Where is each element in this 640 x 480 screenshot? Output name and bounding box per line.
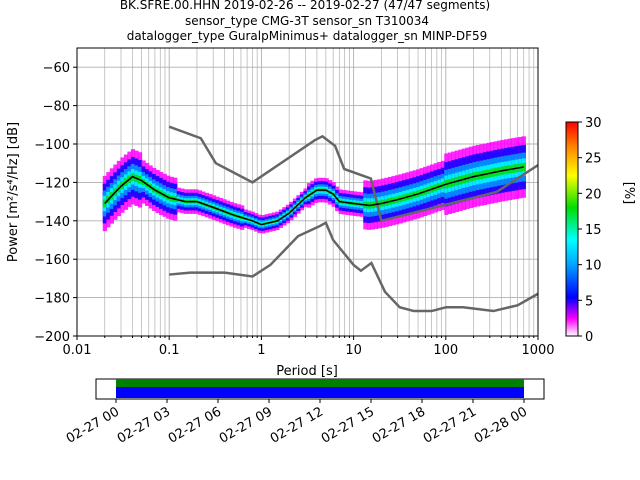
plot-frame — [76, 47, 539, 337]
colorbar-gradient — [565, 121, 579, 337]
y-axis-ticks: −200 −180 −160 −140 −120 −100 −80 −60 — [34, 61, 77, 345]
x-tick-label: 0.01 — [63, 343, 92, 358]
chart-title-line-1: BK.SFRE.00.HHN 2019-02-26 -- 2019-02-27 … — [120, 0, 490, 12]
x-tick-label: 0.1 — [159, 343, 180, 358]
colorbar-tick-label: 5 — [585, 294, 593, 309]
mean-psd — [104, 166, 524, 226]
mean-curve — [104, 166, 524, 226]
colorbar-label: [%] — [621, 182, 636, 205]
y-axis-label: Power [m²/s⁴/Hz] [dB] — [6, 122, 21, 262]
colorbar-tick-label: 25 — [585, 152, 602, 167]
colorbar-tick-label: 15 — [585, 223, 602, 238]
time-tick-label: 02-27 21 — [421, 404, 479, 446]
y-tick-label: −80 — [43, 100, 70, 115]
y-tick-label: −100 — [34, 138, 70, 153]
x-tick-label: 10 — [345, 343, 362, 358]
y-tick-label: −120 — [34, 176, 70, 191]
chart-title-line-2: sensor_type CMG-3T sensor_sn T310034 — [185, 14, 429, 28]
time-tick-label: 02-27 15 — [319, 404, 377, 446]
colorbar-tick-label: 20 — [585, 187, 602, 202]
time-tick-label: 02-27 09 — [217, 404, 275, 446]
y-tick-label: −60 — [43, 61, 70, 76]
main-plot: 0.01 0.1 1 10 100 1000 −200 −180 −160 −140 −120 −1… — [34, 47, 555, 358]
x-axis-label: Period [s] — [276, 364, 338, 379]
x-axis-ticks: 0.01 0.1 1 10 100 1000 — [63, 336, 555, 358]
coverage-bar-blue — [116, 387, 524, 398]
noise-models — [168, 125, 538, 313]
time-tick-label: 02-27 18 — [370, 404, 428, 446]
chart-title-line-3: datalogger_type GuralpMinimus+ datalogge… — [127, 29, 488, 43]
time-tick-label: 02-27 06 — [166, 404, 224, 446]
x-tick-label: 1000 — [521, 343, 554, 358]
colorbar-ticks: 0 5 10 15 20 25 30 — [578, 116, 602, 345]
heatmap-cell — [521, 162, 526, 172]
y-tick-label: −180 — [34, 292, 70, 307]
y-tick-label: −160 — [34, 253, 70, 268]
time-tick-label: 02-27 12 — [268, 404, 326, 446]
time-tick-label: 02-27 00 — [64, 404, 122, 446]
noise-model-high — [168, 125, 538, 223]
coverage-bar-green — [116, 379, 524, 387]
time-tick-label: 02-27 03 — [115, 404, 173, 446]
colorbar-tick-label: 10 — [585, 259, 602, 274]
colorbar-tick-label: 0 — [585, 330, 593, 345]
colorbar: 0 5 10 15 20 25 30 [%] — [565, 116, 636, 345]
x-tick-label: 100 — [433, 343, 458, 358]
y-tick-label: −200 — [34, 330, 70, 345]
time-tick-label: 02-28 00 — [472, 404, 530, 446]
y-tick-label: −140 — [34, 215, 70, 230]
noise-model-low — [169, 220, 538, 313]
x-tick-label: 1 — [257, 343, 265, 358]
colorbar-tick-label: 30 — [585, 116, 602, 131]
